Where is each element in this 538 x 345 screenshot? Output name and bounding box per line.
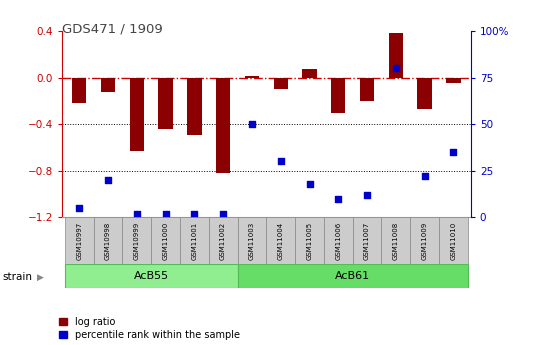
Bar (151, 217, 180, 264)
Bar (447, 78, 461, 83)
Point (305, 181, 314, 187)
Bar (295, 217, 324, 264)
Point (104, 177, 112, 183)
Point (277, 159, 285, 164)
Text: GSM11006: GSM11006 (335, 221, 341, 260)
Text: GSM11001: GSM11001 (192, 221, 197, 260)
Point (161, 211, 170, 216)
Bar (158, 78, 173, 129)
Text: GSM11009: GSM11009 (422, 221, 428, 260)
Bar (266, 217, 295, 264)
Bar (180, 217, 209, 264)
Bar (65, 264, 237, 288)
Text: AcB55: AcB55 (133, 271, 169, 281)
Text: GSM10999: GSM10999 (134, 221, 140, 260)
Text: GSM10998: GSM10998 (105, 221, 111, 260)
Point (247, 121, 256, 127)
Bar (237, 217, 266, 264)
Bar (245, 77, 259, 78)
Bar (353, 217, 381, 264)
Bar (94, 217, 122, 264)
Text: GSM11004: GSM11004 (278, 221, 284, 260)
Point (449, 149, 458, 155)
Bar (302, 69, 317, 78)
Bar (65, 217, 94, 264)
Text: AcB61: AcB61 (335, 271, 370, 281)
Text: GSM11000: GSM11000 (162, 221, 168, 260)
Bar (101, 78, 115, 91)
Bar (417, 78, 432, 109)
Text: GSM11007: GSM11007 (364, 221, 370, 260)
Bar (237, 264, 468, 288)
Point (392, 66, 400, 71)
Bar (331, 78, 345, 112)
Point (75, 205, 83, 211)
Bar (187, 78, 202, 135)
Bar (324, 217, 353, 264)
Text: GDS471 / 1909: GDS471 / 1909 (62, 22, 162, 36)
Bar (381, 217, 410, 264)
Bar (209, 217, 237, 264)
Text: ▶: ▶ (37, 273, 44, 282)
Text: GSM11005: GSM11005 (307, 221, 313, 260)
Bar (360, 78, 374, 101)
Point (334, 196, 343, 201)
Bar (273, 78, 288, 89)
Bar (439, 217, 468, 264)
Point (132, 211, 141, 216)
Bar (388, 33, 403, 78)
Legend: log ratio, percentile rank within the sample: log ratio, percentile rank within the sa… (59, 317, 240, 340)
Bar (410, 217, 439, 264)
Point (363, 192, 371, 198)
Text: strain: strain (3, 272, 33, 282)
Text: GSM11010: GSM11010 (450, 221, 456, 260)
Bar (216, 78, 230, 173)
Bar (72, 78, 86, 103)
Bar (122, 217, 151, 264)
Text: GSM11008: GSM11008 (393, 221, 399, 260)
Point (420, 174, 429, 179)
Bar (130, 78, 144, 151)
Text: GSM11002: GSM11002 (220, 221, 226, 260)
Text: GSM11003: GSM11003 (249, 221, 255, 260)
Text: GSM10997: GSM10997 (76, 221, 82, 260)
Point (219, 211, 228, 216)
Point (190, 211, 199, 216)
